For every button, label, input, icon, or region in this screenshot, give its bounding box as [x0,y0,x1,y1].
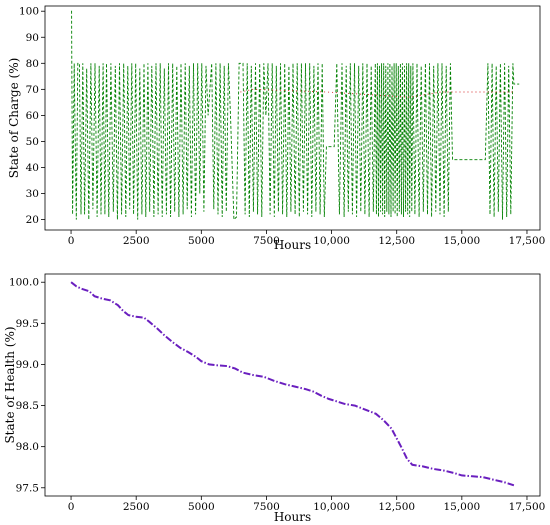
x-tick-label: 2500 [123,501,150,513]
x-tick-label: 5000 [188,235,215,247]
x-tick-label: 17,500 [509,235,546,247]
x-tick-label: 12,500 [378,501,415,513]
y-tick-label: 90 [26,32,39,44]
x-tick-label: 15,000 [443,235,480,247]
x-tick-label: 10,000 [313,235,350,247]
x-tick-label: 15,000 [443,501,480,513]
y-tick-label: 50 [26,136,39,148]
y-tick-label: 97.5 [16,482,39,494]
y-tick-label: 100 [19,6,39,18]
series-line-0 [70,281,515,487]
series-line-1 [240,88,514,98]
soh-chart: 0 2500 5000 7500 10,000 12,500 15,000 17,500 97.… [3,273,546,524]
y-axis-label: State of Charge (%) [7,58,21,179]
y-tick-label: 99.0 [16,359,39,371]
x-axis-label: Hours [274,238,311,252]
plot-frame [44,5,541,231]
x-tick-label: 17,500 [509,501,546,513]
soc-chart: 0 2500 5000 7500 10,000 12,500 15,000 17,500 20 3… [7,5,546,252]
x-tick-label: 0 [68,235,75,247]
x-tick-label: 7500 [253,501,280,513]
y-tick-label: 20 [26,214,39,226]
y-tick-label: 40 [26,162,39,174]
y-tick-label: 98.5 [16,400,39,412]
plot-frame [44,273,541,497]
x-tick-label: 10,000 [313,501,350,513]
x-tick-label: 0 [68,501,75,513]
x-tick-label: 5000 [188,501,215,513]
y-axis-label: State of Health (%) [3,326,17,443]
y-tick-label: 60 [26,110,39,122]
y-tick-label: 100.0 [9,277,39,289]
y-tick-label: 70 [26,84,39,96]
x-tick-label: 12,500 [378,235,415,247]
series-line-0 [71,10,520,221]
x-axis-label: Hours [274,510,311,524]
y-tick-label: 80 [26,58,39,70]
x-tick-label: 7500 [253,235,280,247]
x-tick-label: 2500 [123,235,150,247]
y-tick-label: 98.0 [16,441,39,453]
y-tick-label: 30 [26,188,39,200]
y-tick-label: 99.5 [16,318,39,330]
